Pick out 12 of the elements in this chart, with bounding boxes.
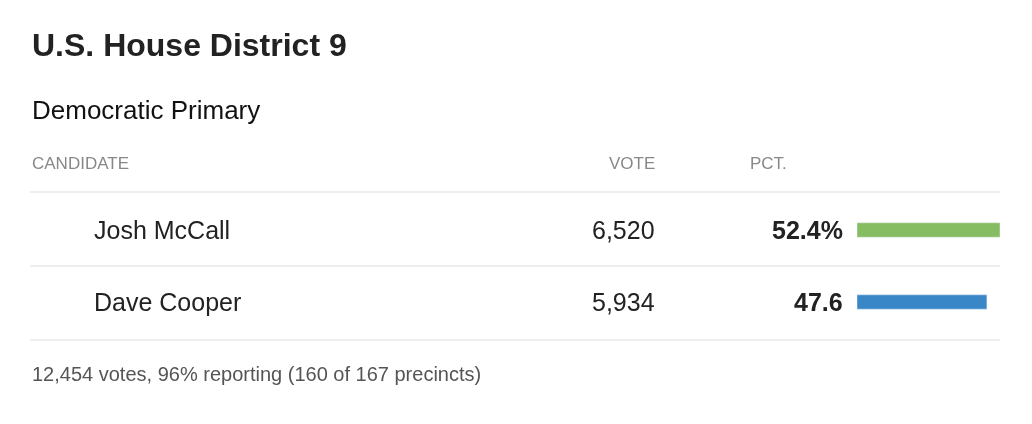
data-label: 52.4% [772,216,843,244]
y-tick-label: Dave Cooper [94,288,242,316]
y-tick-label: Josh McCall [94,216,231,244]
text: CANDIDATE [32,154,129,173]
text: 12,454 votes, 96% reporting (160 of 167 precincts) [32,363,482,385]
text: 6,520 [592,216,655,244]
text: PCT. [750,154,787,173]
text: Democratic Primary [32,95,261,125]
text: U.S. House District 9 [32,27,347,63]
data-label: 47.6 [794,288,843,316]
text: 5,934 [592,288,655,316]
text: VOTE [609,154,656,173]
